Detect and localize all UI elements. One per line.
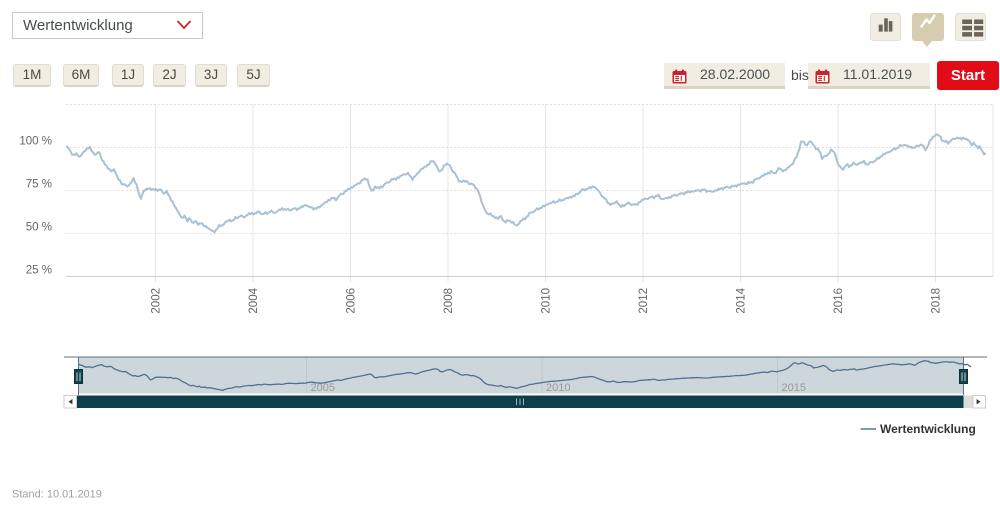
svg-text:2004: 2004: [248, 287, 260, 313]
svg-text:75 %: 75 %: [26, 179, 52, 191]
svg-text:2014: 2014: [736, 287, 748, 313]
svg-text:2010: 2010: [541, 288, 553, 314]
svg-text:25 %: 25 %: [26, 265, 52, 277]
svg-text:100 %: 100 %: [19, 136, 52, 148]
svg-text:2016: 2016: [833, 288, 845, 314]
svg-text:2005: 2005: [311, 382, 335, 394]
svg-text:2015: 2015: [782, 382, 806, 394]
svg-text:50 %: 50 %: [26, 222, 52, 234]
svg-text:2012: 2012: [638, 288, 650, 314]
svg-text:2010: 2010: [546, 382, 570, 394]
svg-text:Stand: 10.01.2019: Stand: 10.01.2019: [12, 489, 102, 501]
svg-text:2018: 2018: [931, 288, 943, 314]
svg-text:2006: 2006: [346, 288, 358, 314]
svg-text:2008: 2008: [443, 288, 455, 314]
svg-text:Wertentwicklung: Wertentwicklung: [880, 422, 976, 436]
svg-text:2002: 2002: [151, 288, 163, 314]
